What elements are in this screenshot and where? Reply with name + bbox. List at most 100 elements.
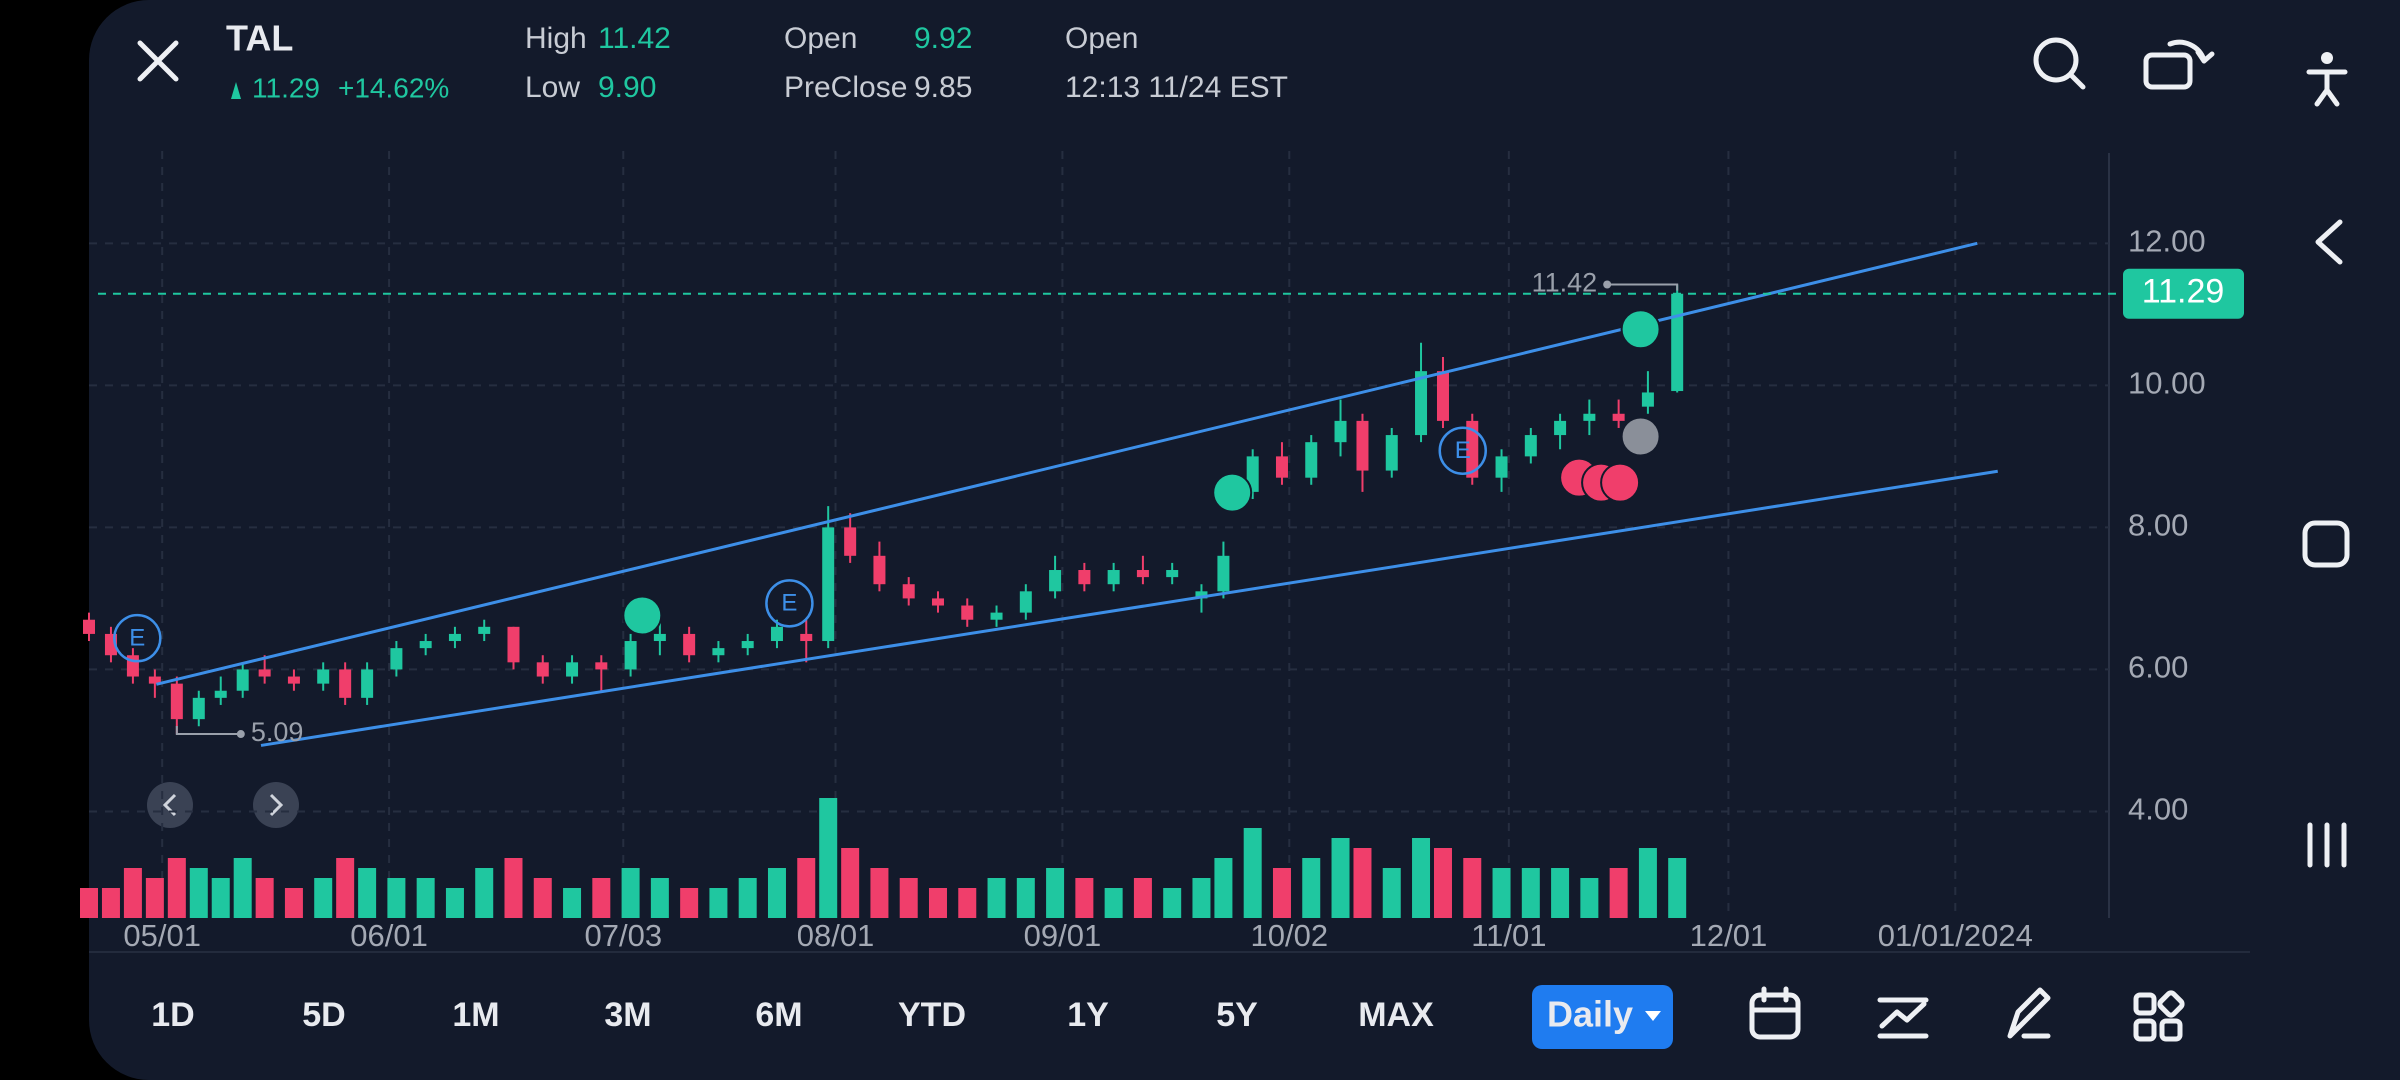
nav-back[interactable] — [2315, 219, 2343, 265]
volume-bar — [987, 878, 1006, 918]
last-price-tag — [2123, 268, 2244, 319]
x-tick-label: 01/01/2024 — [1878, 918, 2033, 953]
indicator-button[interactable] — [1877, 997, 1929, 1039]
range-toolbar: Daily — [1532, 985, 2185, 1049]
candle-body — [822, 527, 835, 642]
range-button[interactable]: YTD — [898, 996, 966, 1034]
volume-bar — [255, 878, 274, 918]
x-tick-label: 05/01 — [123, 918, 201, 953]
volume-bar — [1609, 868, 1628, 918]
volume-bar — [1551, 868, 1570, 918]
candle-body — [624, 641, 637, 670]
range-button[interactable]: 1D — [151, 996, 194, 1034]
preclose-label: PreClose — [784, 71, 907, 104]
volume-bar — [233, 858, 252, 918]
x-tick-label: 10/02 — [1251, 918, 1329, 953]
signal-marker — [1212, 472, 1253, 513]
x-tick-label: 11/01 — [1471, 918, 1546, 953]
high-label: High — [525, 22, 587, 55]
earnings-label: E — [781, 590, 797, 617]
candle-body — [931, 598, 944, 606]
low-marker-label: 5.09 — [251, 717, 304, 747]
earnings-marker — [765, 579, 814, 628]
rotate-button[interactable] — [2143, 39, 2215, 90]
candle-body — [1305, 442, 1318, 478]
range-button[interactable]: 5D — [302, 996, 345, 1034]
search-button[interactable] — [2033, 37, 2086, 90]
volume-bar — [1412, 838, 1431, 918]
volume-bar — [1463, 858, 1482, 918]
candle-body — [1334, 420, 1347, 443]
candle-body — [536, 662, 549, 677]
range-button[interactable]: 1Y — [1067, 996, 1109, 1034]
nav-home[interactable] — [2302, 520, 2350, 568]
signal-marker — [1620, 309, 1661, 350]
y-tick-label: 4.00 — [2128, 792, 2188, 827]
candle-body — [1385, 435, 1398, 471]
range-button[interactable]: MAX — [1358, 996, 1434, 1034]
pager-right[interactable] — [253, 782, 299, 828]
candle-body — [148, 676, 161, 684]
volume-bar — [1243, 828, 1262, 918]
calendar-button[interactable] — [1749, 986, 1801, 1040]
interval-button-bg[interactable] — [1532, 985, 1673, 1049]
candle-body — [1495, 456, 1508, 478]
candle-body — [741, 641, 754, 649]
volume-bar — [358, 868, 377, 918]
volume-bar — [1104, 888, 1123, 918]
accessibility-button[interactable] — [2306, 52, 2348, 107]
signal-marker — [1600, 462, 1641, 503]
volume-bar — [1521, 868, 1540, 918]
volume-bar — [797, 858, 816, 918]
range-button[interactable]: 6M — [755, 996, 802, 1034]
low-marker-line — [175, 726, 241, 736]
nav-recents[interactable] — [2307, 822, 2347, 868]
range-button[interactable]: 5Y — [1216, 996, 1258, 1034]
volume-bar — [284, 888, 303, 918]
more-button[interactable] — [2133, 990, 2185, 1042]
candle-body — [595, 662, 608, 670]
volume-bar — [1382, 868, 1401, 918]
x-tick-label: 12/01 — [1690, 918, 1768, 953]
volume-bar — [1668, 858, 1687, 918]
open-value: 9.92 — [914, 22, 972, 55]
volume-bar — [870, 868, 889, 918]
candle-body — [961, 605, 974, 620]
volume-bar — [928, 888, 947, 918]
interval-caret — [1645, 1011, 1661, 1021]
range-button[interactable]: 3M — [604, 996, 651, 1034]
range-button[interactable]: 1M — [452, 996, 499, 1034]
volume-bar — [709, 888, 728, 918]
candle-body — [1166, 570, 1179, 578]
close-button[interactable] — [137, 40, 179, 82]
candle-body — [258, 669, 271, 677]
earnings-marker — [1438, 426, 1487, 475]
draw-button[interactable] — [2007, 987, 2051, 1039]
interval-button[interactable]: Daily — [1547, 994, 1633, 1035]
candle-body — [1466, 420, 1479, 478]
high-marker-line — [1607, 283, 1679, 291]
volume-bar — [211, 878, 230, 918]
candle-body — [1107, 570, 1120, 585]
volume-bar — [1302, 858, 1321, 918]
volume-bar — [80, 888, 98, 918]
volume-bar — [592, 878, 611, 918]
volume-bar — [1192, 878, 1211, 918]
pager-left[interactable] — [147, 782, 193, 828]
open-label: Open — [784, 22, 857, 55]
candle-body — [1019, 591, 1032, 613]
candle-body — [317, 669, 330, 684]
x-tick-label: 09/01 — [1024, 918, 1102, 953]
candle-body — [170, 683, 183, 720]
candle-body — [1136, 570, 1149, 578]
candle-body — [1641, 392, 1654, 407]
candle-body — [1671, 293, 1684, 392]
earnings-label: E — [129, 625, 145, 652]
volume-bar — [1353, 848, 1372, 918]
volume-bar — [650, 878, 669, 918]
candle-body — [1356, 420, 1369, 471]
candle-body — [1554, 420, 1567, 436]
quote-time: 12:13 11/24 EST — [1065, 71, 1288, 104]
